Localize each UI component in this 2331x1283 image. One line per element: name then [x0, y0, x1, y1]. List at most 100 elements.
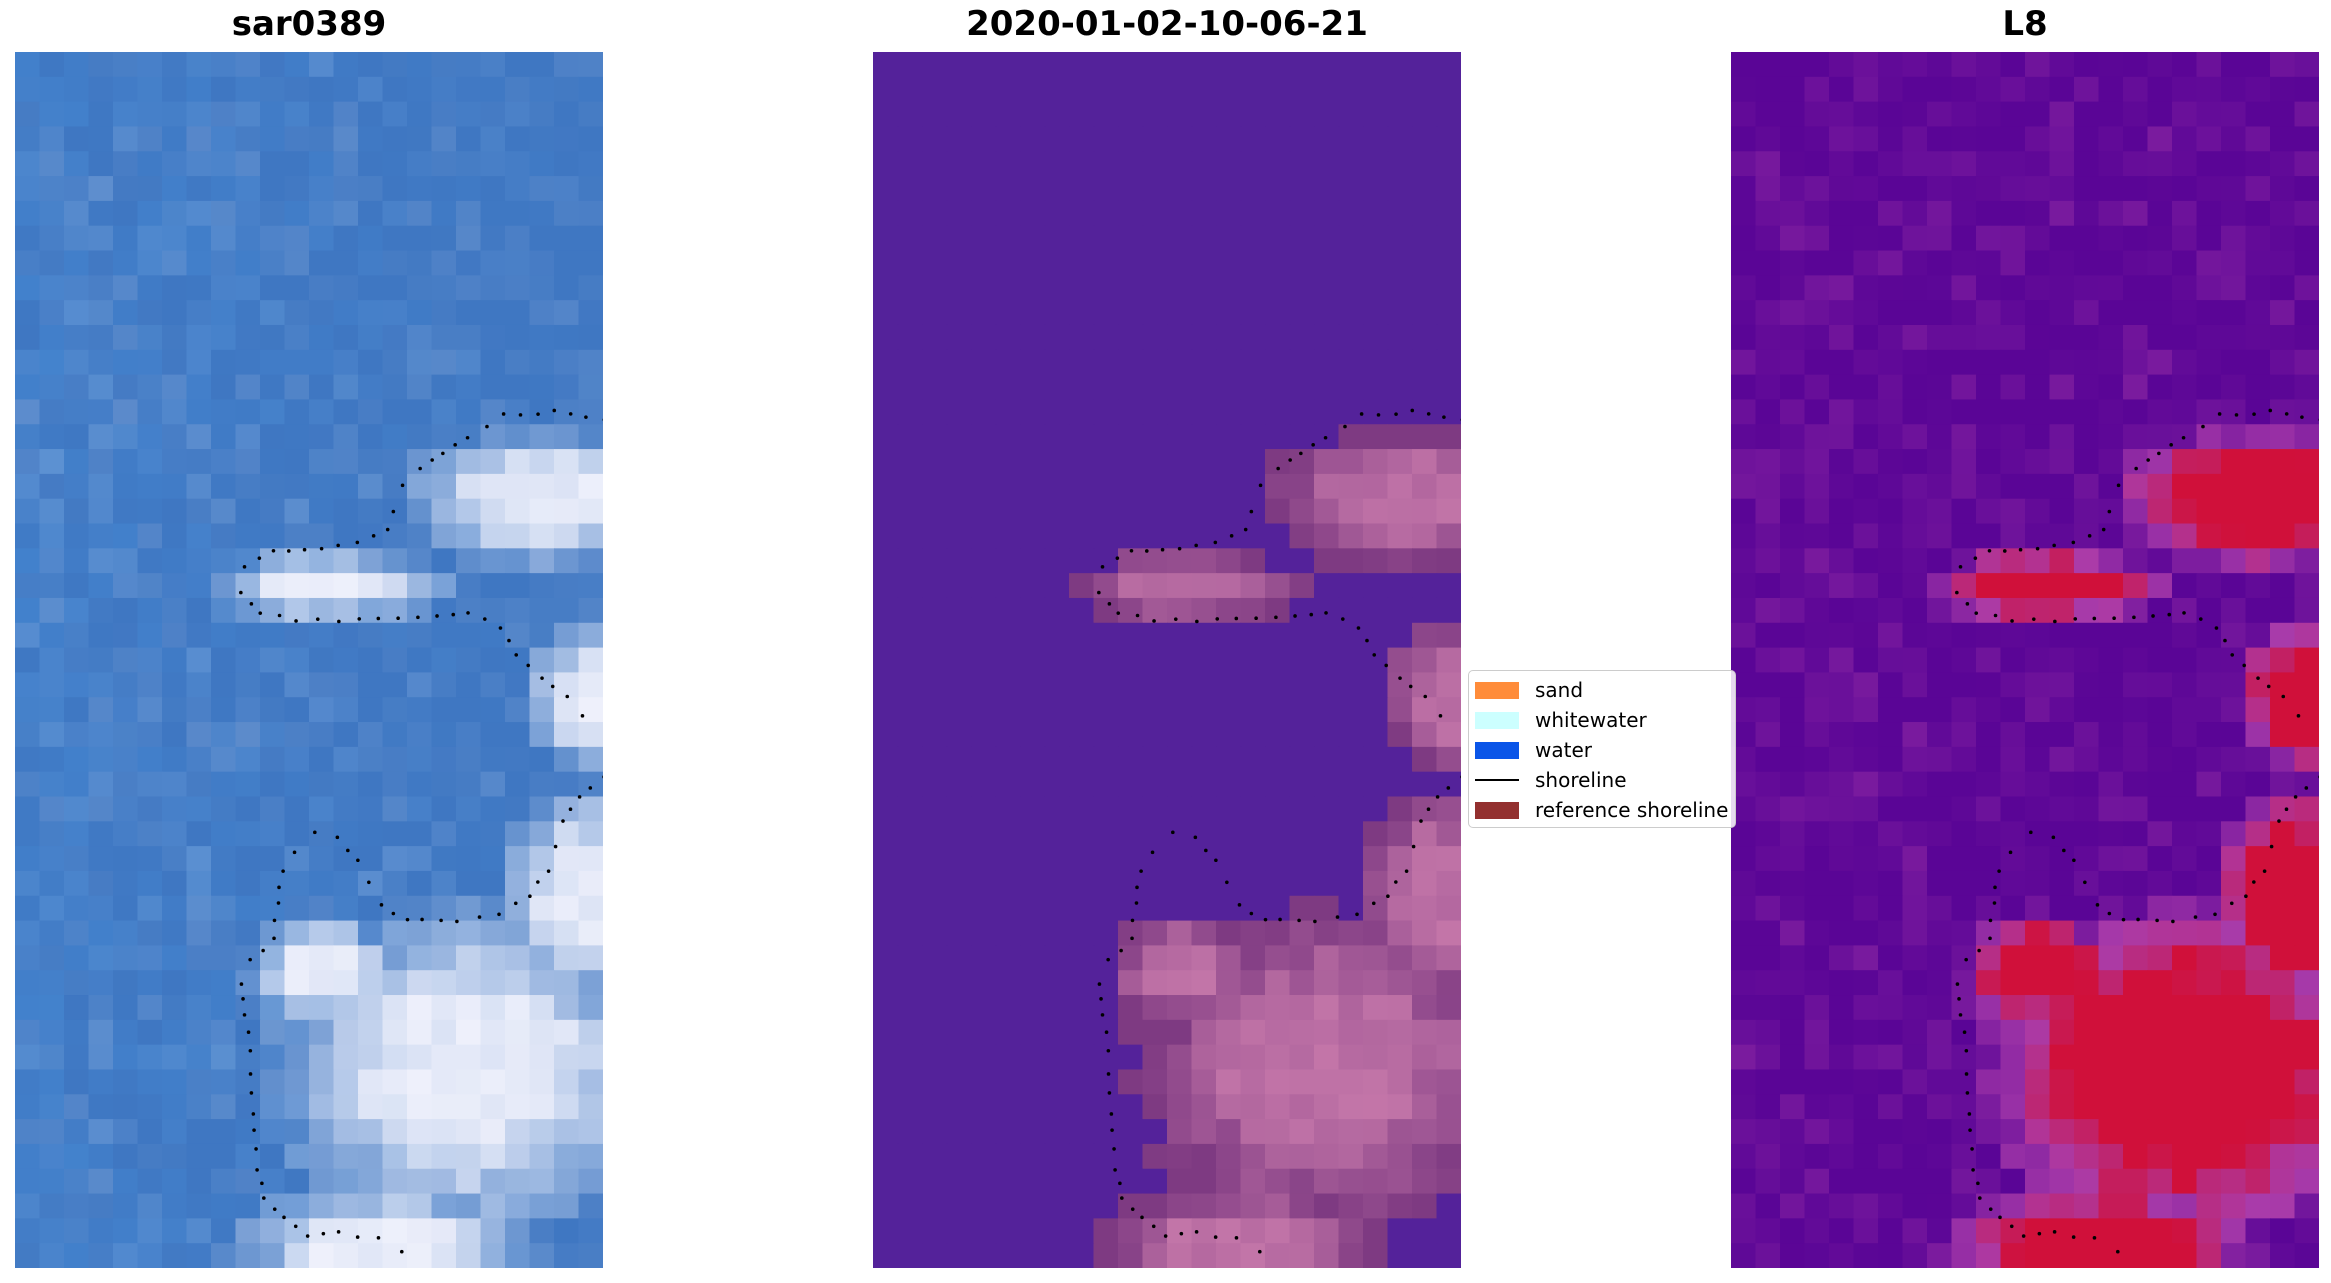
rgb-pixel: [186, 151, 212, 177]
rgb-pixel: [39, 1143, 65, 1170]
index-pixel: [1902, 324, 1928, 351]
index-pixel: [1755, 672, 1781, 698]
index-pixel: [2221, 1218, 2247, 1244]
classified-pixel: [873, 473, 899, 500]
rgb-pixel: [578, 722, 603, 748]
classified-pixel: [1069, 1193, 1095, 1219]
classified-pixel: [1118, 300, 1144, 326]
index-pixel: [2245, 573, 2271, 599]
rgb-pixel: [39, 697, 65, 723]
index-pixel: [1853, 399, 1879, 425]
index-shoreline-dot: [1971, 1168, 1975, 1172]
index-shoreline-dot: [2010, 619, 2014, 623]
index-pixel: [1976, 324, 2002, 351]
index-pixel: [1804, 1143, 1830, 1170]
index-pixel: [1878, 1143, 1904, 1170]
index-pixel: [2000, 200, 2026, 227]
rgb-pixel: [113, 176, 139, 202]
classified-pixel: [1436, 846, 1461, 872]
classified-pixel: [1314, 1019, 1340, 1046]
index-pixel: [1804, 1044, 1830, 1071]
rgb-pixel: [64, 1069, 90, 1095]
classified-shoreline-dot: [1130, 918, 1135, 923]
index-pixel: [2270, 870, 2296, 897]
rgb-pixel: [64, 473, 90, 500]
index-pixel: [2221, 573, 2247, 599]
classified-pixel: [1387, 399, 1413, 425]
index-pixel: [2294, 200, 2319, 227]
rgb-pixel: [358, 399, 384, 425]
index-pixel: [1853, 101, 1879, 128]
classified-pixel: [1265, 1193, 1291, 1219]
rgb-pixel: [505, 1243, 531, 1268]
index-pixel: [2074, 473, 2100, 500]
classified-pixel: [1020, 647, 1046, 674]
classified-pixel: [1363, 722, 1389, 748]
classified-pixel: [1069, 920, 1095, 946]
classified-pixel: [946, 1218, 972, 1244]
index-pixel: [2172, 1044, 2198, 1071]
index-pixel: [1853, 722, 1879, 748]
classified-pixel: [1314, 225, 1340, 252]
index-pixel: [2025, 374, 2051, 401]
classified-pixel: [1044, 672, 1070, 698]
index-pixel: [2270, 995, 2296, 1021]
classified-pixel: [1387, 796, 1413, 822]
index-pixel: [1927, 76, 1953, 103]
classified-pixel: [1240, 399, 1266, 425]
index-pixel: [2074, 945, 2100, 971]
classified-pixel: [1093, 945, 1119, 971]
classified-pixel: [1289, 523, 1315, 549]
rgb-pixel: [529, 275, 555, 301]
index-pixel: [2049, 746, 2075, 773]
classified-pixel: [1191, 970, 1217, 996]
index-pixel: [2025, 1243, 2051, 1268]
index-shoreline-dot: [2107, 509, 2112, 514]
rgb-pixel: [358, 473, 384, 500]
rgb-pixel: [137, 722, 163, 748]
index-pixel: [2147, 1069, 2173, 1095]
index-pixel: [2123, 374, 2149, 401]
rgb-pixel: [554, 225, 580, 252]
index-pixel: [2049, 970, 2075, 996]
rgb-pixel: [88, 846, 114, 872]
index-pixel: [2270, 473, 2296, 500]
index-pixel: [1731, 449, 1757, 475]
index-pixel: [1976, 374, 2002, 401]
classified-pixel: [1265, 970, 1291, 996]
index-pixel: [2245, 1019, 2271, 1046]
rgb-pixel: [39, 895, 65, 922]
classified-pixel: [1387, 225, 1413, 252]
index-pixel: [1878, 52, 1904, 78]
index-pixel: [1804, 722, 1830, 748]
index-pixel: [1927, 200, 1953, 227]
classified-pixel: [1118, 176, 1144, 202]
classified-shoreline-dot: [1229, 534, 1234, 538]
index-pixel: [1780, 250, 1806, 276]
rgb-pixel: [162, 1119, 188, 1145]
rgb-shoreline-dot: [540, 676, 544, 680]
index-pixel: [2196, 76, 2222, 103]
classified-pixel: [1338, 796, 1364, 822]
index-pixel: [2049, 622, 2075, 649]
classified-pixel: [873, 324, 899, 351]
rgb-pixel: [137, 1218, 163, 1244]
classified-pixel: [1167, 1019, 1193, 1046]
classified-pixel: [1191, 473, 1217, 500]
rgb-pixel: [505, 300, 531, 326]
index-pixel: [2074, 771, 2100, 798]
classified-pixel: [1167, 300, 1193, 326]
classified-pixel: [1118, 647, 1144, 674]
rgb-pixel: [358, 200, 384, 227]
rgb-pixel: [529, 945, 555, 971]
index-pixel: [2074, 647, 2100, 674]
classified-pixel: [1289, 920, 1315, 946]
index-pixel: [2270, 1218, 2296, 1244]
index-pixel: [2123, 846, 2149, 872]
classified-shoreline-dot: [1152, 619, 1156, 623]
classified-pixel: [946, 101, 972, 128]
rgb-pixel: [211, 548, 237, 574]
rgb-pixel: [39, 1243, 65, 1268]
rgb-pixel: [64, 995, 90, 1021]
index-pixel: [1853, 76, 1879, 103]
